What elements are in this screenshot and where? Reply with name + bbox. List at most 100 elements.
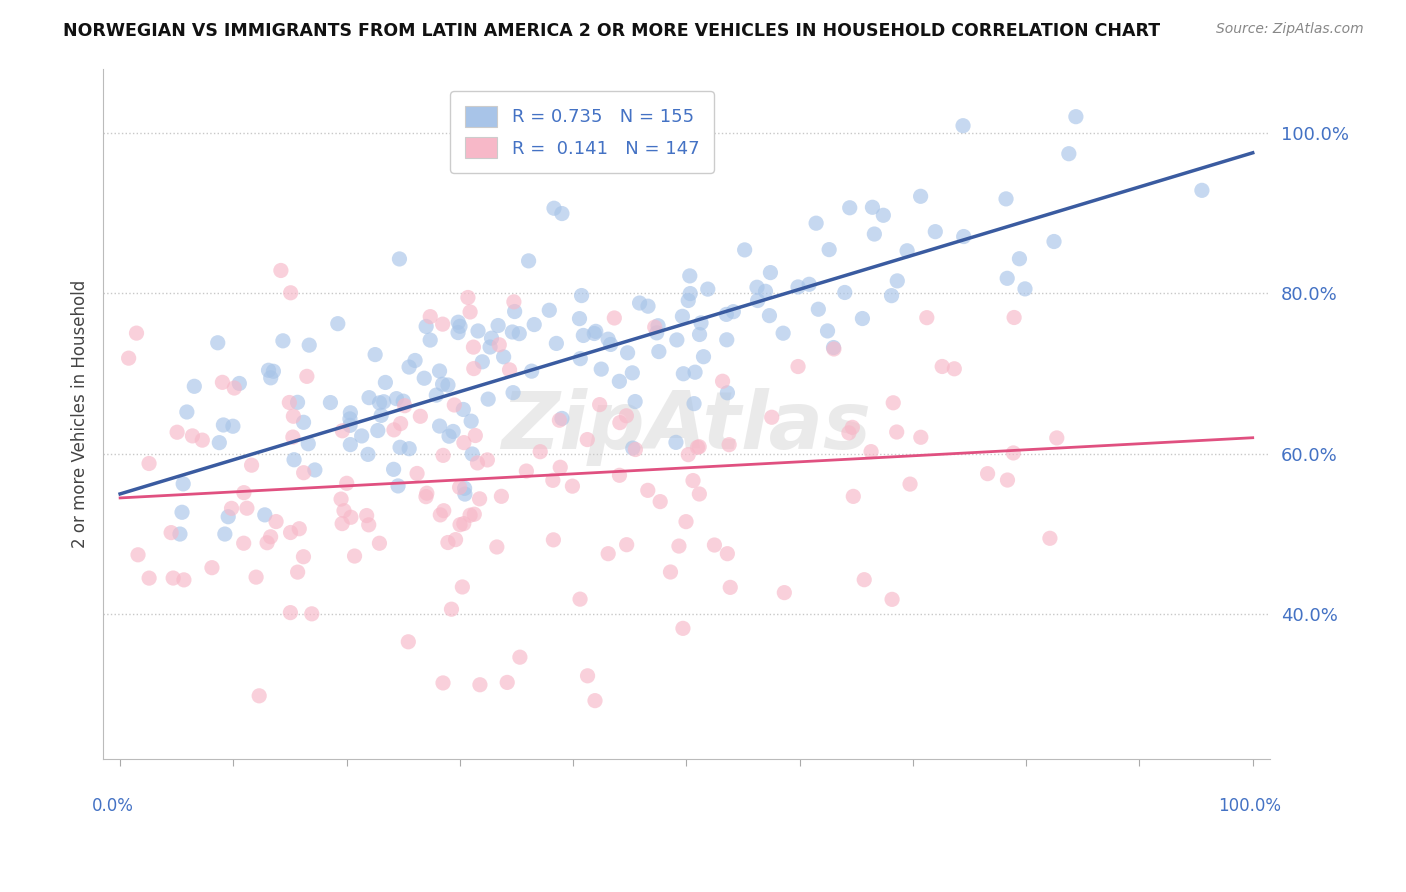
Point [787, 359, 810, 374]
Point [515, 464, 537, 478]
Point [374, 376, 396, 390]
Point [621, 366, 644, 380]
Point [468, 491, 491, 506]
Point [486, 318, 509, 333]
Point [166, 425, 188, 440]
Point [117, 351, 139, 366]
Point [503, 304, 526, 318]
Point [357, 517, 380, 532]
Point [754, 285, 776, 299]
Point [1191, 183, 1213, 197]
Point [599, 337, 621, 351]
Point [394, 399, 416, 413]
Point [388, 252, 411, 266]
Point [842, 489, 865, 503]
Point [841, 420, 863, 434]
Point [392, 394, 415, 409]
Point [807, 302, 830, 317]
Point [976, 467, 998, 481]
Point [952, 229, 974, 244]
Point [668, 539, 690, 553]
Point [419, 310, 441, 324]
Point [232, 536, 254, 550]
Point [429, 419, 451, 434]
Point [389, 440, 412, 454]
Point [637, 483, 659, 498]
Point [245, 570, 267, 584]
Point [576, 433, 599, 447]
Point [330, 492, 353, 507]
Y-axis label: 2 or more Vehicles in Household: 2 or more Vehicles in Household [72, 279, 89, 548]
Point [1043, 235, 1066, 249]
Point [387, 479, 409, 493]
Point [288, 522, 311, 536]
Point [823, 341, 845, 355]
Point [672, 621, 695, 635]
Point [256, 535, 278, 549]
Point [416, 486, 439, 500]
Point [745, 280, 768, 294]
Point [1064, 110, 1087, 124]
Point [675, 515, 697, 529]
Point [304, 463, 326, 477]
Point [247, 689, 270, 703]
Point [460, 414, 482, 428]
Point [585, 324, 607, 338]
Point [382, 462, 405, 476]
Point [1002, 446, 1025, 460]
Point [280, 285, 302, 300]
Point [415, 319, 437, 334]
Point [588, 398, 610, 412]
Point [683, 365, 706, 379]
Legend: R = 0.735   N = 155, R =  0.141   N = 147: R = 0.735 N = 155, R = 0.141 N = 147 [450, 91, 714, 173]
Point [326, 317, 349, 331]
Point [548, 460, 571, 475]
Point [449, 319, 471, 334]
Point [509, 650, 531, 665]
Point [679, 286, 702, 301]
Point [690, 316, 713, 330]
Point [447, 326, 470, 340]
Point [598, 547, 620, 561]
Point [437, 535, 460, 549]
Point [339, 412, 361, 426]
Point [1008, 252, 1031, 266]
Point [370, 409, 392, 423]
Point [804, 216, 827, 230]
Point [995, 271, 1018, 285]
Point [569, 592, 592, 607]
Point [339, 406, 361, 420]
Point [257, 363, 280, 377]
Point [1039, 531, 1062, 545]
Point [529, 444, 551, 458]
Point [221, 501, 243, 516]
Point [571, 288, 593, 302]
Point [548, 413, 571, 427]
Point [398, 359, 420, 374]
Point [207, 335, 229, 350]
Point [260, 371, 283, 385]
Point [851, 311, 873, 326]
Point [181, 429, 204, 443]
Point [772, 326, 794, 341]
Point [896, 244, 918, 258]
Text: NORWEGIAN VS IMMIGRANTS FROM LATIN AMERICA 2 OR MORE VEHICLES IN HOUSEHOLD CORRE: NORWEGIAN VS IMMIGRANTS FROM LATIN AMERI… [63, 22, 1160, 40]
Point [214, 527, 236, 541]
Point [350, 429, 373, 443]
Point [301, 607, 323, 621]
Point [952, 119, 974, 133]
Point [453, 402, 475, 417]
Point [1046, 431, 1069, 445]
Point [385, 392, 408, 406]
Point [382, 423, 405, 437]
Point [686, 440, 709, 454]
Point [834, 285, 856, 300]
Point [172, 476, 194, 491]
Point [616, 409, 638, 423]
Point [253, 508, 276, 522]
Point [502, 294, 524, 309]
Point [931, 359, 953, 374]
Point [696, 282, 718, 296]
Point [138, 457, 160, 471]
Point [915, 310, 938, 325]
